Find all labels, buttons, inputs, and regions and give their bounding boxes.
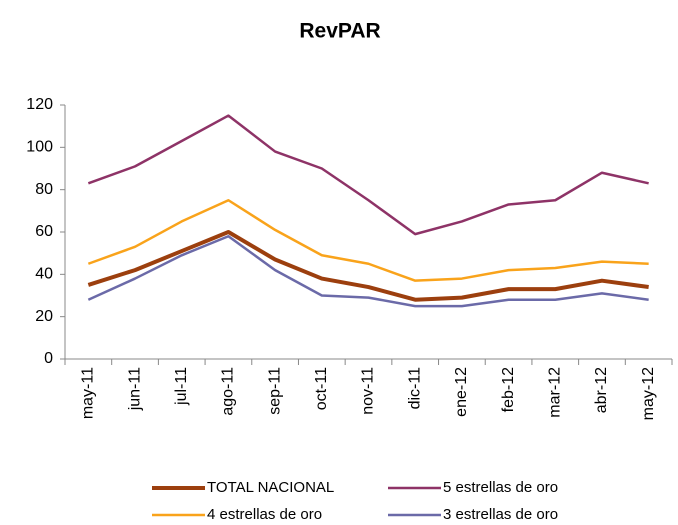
y-tick-label: 120 (26, 96, 53, 113)
x-tick-label: ene-12 (453, 367, 470, 417)
x-tick-label: ago-11 (220, 367, 237, 416)
x-tick-label: may-11 (80, 367, 97, 419)
y-tick-label: 80 (35, 181, 53, 198)
chart-title: RevPAR (299, 20, 380, 43)
x-tick-label: feb-12 (500, 367, 517, 412)
x-tick-label: nov-11 (360, 367, 377, 415)
y-tick-label: 60 (35, 223, 53, 240)
x-tick-label: jul-11 (173, 367, 190, 406)
x-tick-label: dic-11 (406, 367, 423, 409)
legend-label: 3 estrellas de oro (443, 506, 558, 523)
x-tick-label: oct-11 (313, 367, 330, 410)
line-series (87, 234, 649, 308)
x-tick-label: abr-12 (593, 367, 610, 413)
y-tick-label: 20 (35, 308, 53, 325)
line-series (87, 199, 649, 282)
x-tick-label: sep-11 (266, 367, 283, 415)
y-tick-label: 100 (26, 139, 53, 156)
line-series (87, 230, 649, 302)
legend-label: 4 estrellas de oro (207, 506, 322, 523)
y-tick-label: 0 (44, 350, 53, 367)
legend-label: TOTAL NACIONAL (207, 479, 334, 496)
line-series (87, 114, 649, 236)
y-tick-label: 40 (35, 266, 53, 283)
x-tick-label: may-12 (640, 367, 657, 420)
x-tick-label: jun-11 (126, 367, 143, 411)
legend-label: 5 estrellas de oro (443, 479, 558, 496)
x-tick-label: mar-12 (546, 367, 563, 418)
